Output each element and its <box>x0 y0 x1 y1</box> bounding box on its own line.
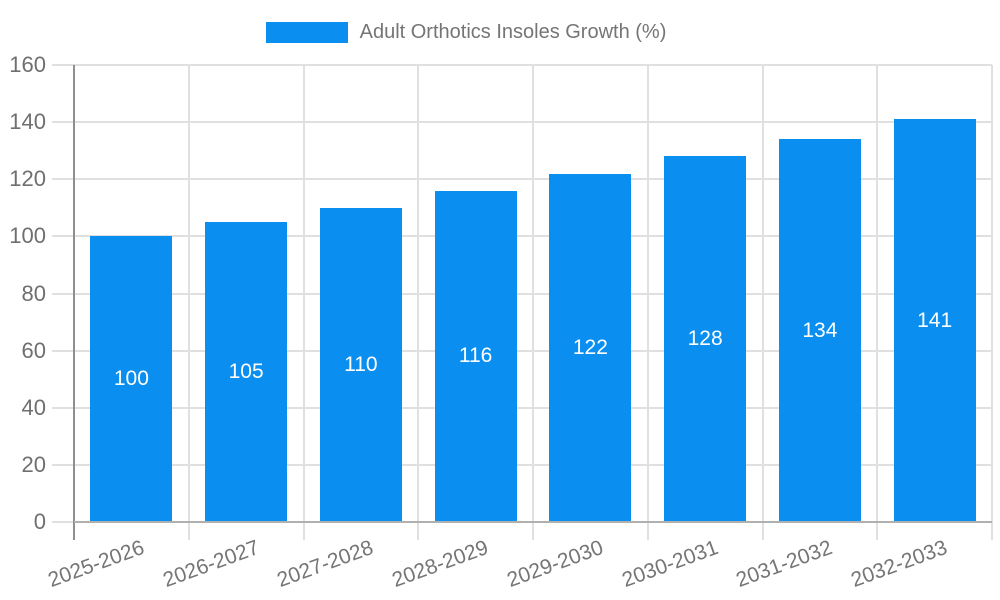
x-gridline <box>876 65 879 540</box>
y-tick-label: 40 <box>21 394 46 420</box>
x-tick-label: 2029-2030 <box>503 536 607 592</box>
bar: 110 <box>319 207 402 522</box>
y-gridline <box>52 64 992 66</box>
bar: 122 <box>549 173 632 522</box>
x-gridline <box>761 65 764 540</box>
y-gridline <box>52 121 992 124</box>
x-tick-label: 2031-2032 <box>733 536 836 592</box>
x-tick-label: 2030-2031 <box>618 536 721 592</box>
x-tick-label: 2025-2026 <box>44 536 148 592</box>
x-gridline <box>302 65 305 540</box>
bar: 128 <box>664 156 747 522</box>
x-gridline <box>187 65 190 540</box>
bar-value-label: 116 <box>458 344 493 368</box>
x-tick-label: 2032-2033 <box>848 536 951 592</box>
bar-value-label: 105 <box>228 360 264 384</box>
x-gridline <box>991 65 993 540</box>
y-gridline <box>52 463 992 466</box>
chart-legend: Adult Orthotics Insoles Growth (%) <box>0 21 932 44</box>
bar: 116 <box>434 190 517 522</box>
y-tick-label: 160 <box>9 52 46 77</box>
bar-value-label: 122 <box>572 335 608 359</box>
y-tick-label: 120 <box>9 166 46 192</box>
bar-value-label: 100 <box>113 367 149 391</box>
legend-label: Adult Orthotics Insoles Growth (%) <box>359 21 667 43</box>
legend-swatch <box>265 22 348 43</box>
bar: 105 <box>205 222 288 522</box>
x-gridline <box>532 65 534 540</box>
bar: 141 <box>893 119 976 522</box>
bar-value-label: 134 <box>802 318 838 342</box>
y-tick-label: 100 <box>9 223 46 249</box>
x-gridline <box>417 65 420 540</box>
chart-plot-area: 0 20 40 60 80 100 120 140 160 100 2025-2026 105 2026… <box>9 52 993 592</box>
bar: 134 <box>778 139 861 522</box>
y-gridline <box>52 178 992 181</box>
y-tick-label: 80 <box>21 280 46 306</box>
x-tick-label: 2027-2028 <box>274 536 377 592</box>
bar-value-label: 110 <box>344 352 378 376</box>
y-axis-line <box>73 65 75 540</box>
x-tick-label: 2028-2029 <box>389 536 492 592</box>
y-gridline <box>52 406 992 409</box>
y-gridline <box>52 292 992 295</box>
x-tick-label: 2026-2027 <box>159 536 262 592</box>
y-gridline <box>52 349 992 352</box>
y-tick-label: 140 <box>9 109 46 135</box>
y-gridline <box>52 235 992 238</box>
bar: 100 <box>90 236 173 522</box>
x-gridline <box>646 65 649 540</box>
y-tick-label: 20 <box>21 451 46 477</box>
x-axis-line <box>74 521 992 523</box>
bar-value-label: 141 <box>917 308 953 332</box>
y-tick-label: 60 <box>21 337 46 363</box>
y-tick-label: 0 <box>33 509 46 534</box>
bar-value-label: 128 <box>687 327 723 351</box>
